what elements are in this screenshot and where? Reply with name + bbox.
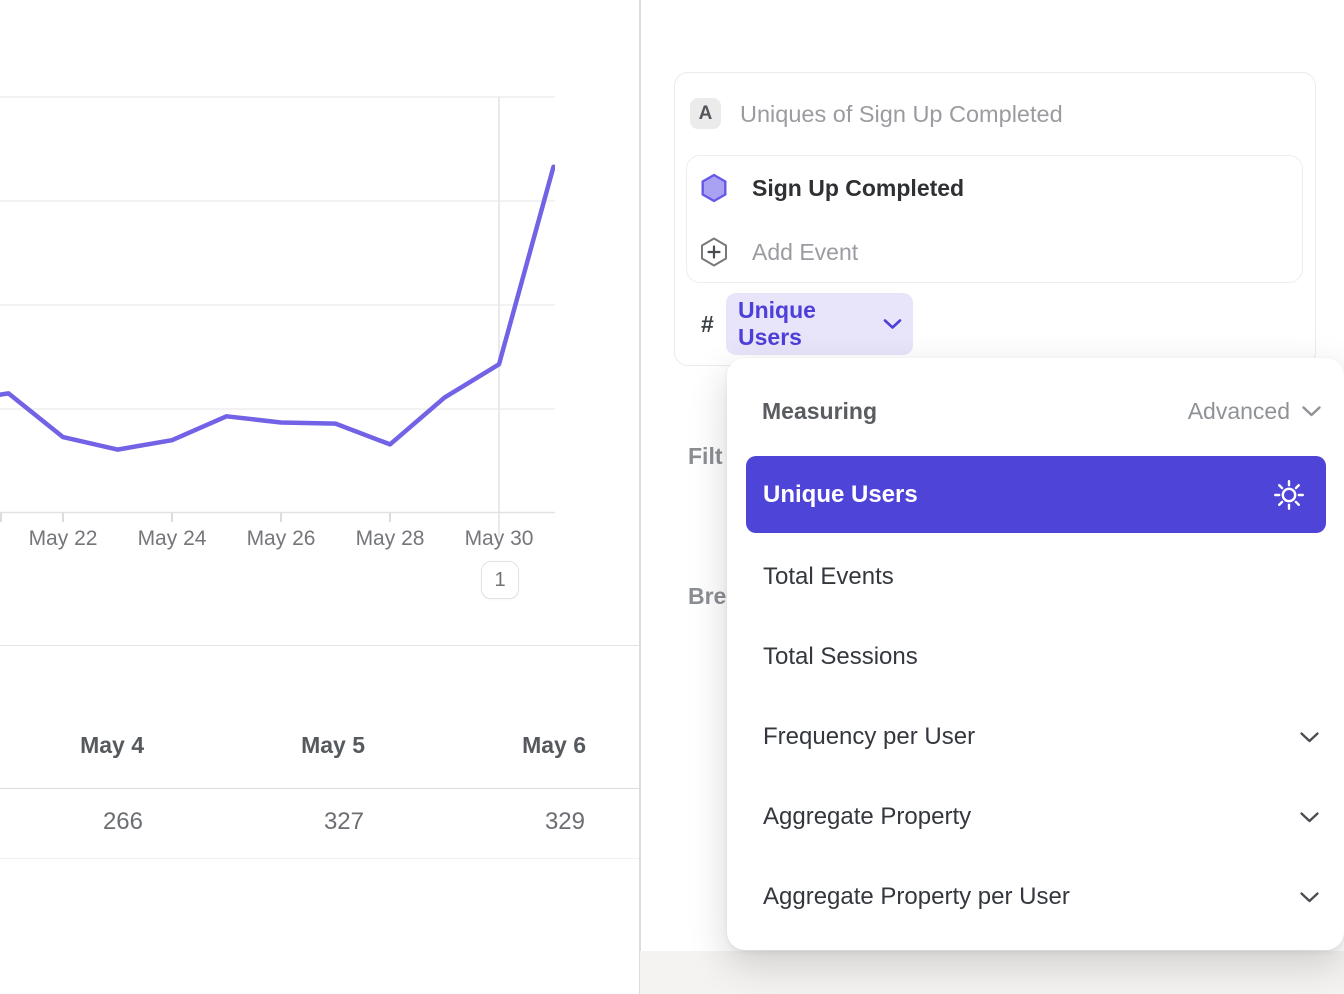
table-column-header[interactable]: May 6 bbox=[522, 732, 586, 758]
x-tick-label: May 28 bbox=[355, 527, 425, 550]
add-event-button[interactable]: Add Event bbox=[699, 236, 1289, 268]
menu-item-label: Aggregate Property bbox=[763, 803, 972, 830]
menu-item-frequency-per-user[interactable]: Frequency per User bbox=[727, 697, 1344, 777]
event-card bbox=[686, 155, 1303, 283]
measure-prefix: # bbox=[701, 311, 714, 337]
table-cell-value: 266 bbox=[102, 808, 143, 835]
table-column-header[interactable]: May 5 bbox=[301, 732, 365, 758]
line-chart bbox=[0, 96, 555, 537]
add-event-label: Add Event bbox=[752, 238, 859, 265]
add-event-icon bbox=[699, 236, 729, 268]
chart-series-line bbox=[0, 164, 555, 452]
series-letter-badge: A bbox=[690, 98, 721, 129]
gear-icon[interactable] bbox=[1272, 478, 1306, 512]
table-column-header[interactable]: May 4 bbox=[80, 732, 144, 758]
measuring-label: Measuring bbox=[762, 397, 878, 424]
table-cell-value: 327 bbox=[323, 808, 364, 835]
event-hexagon-icon bbox=[699, 173, 729, 203]
chevron-down-icon bbox=[1299, 811, 1320, 824]
panel-divider bbox=[639, 0, 641, 994]
chevron-down-icon bbox=[1301, 405, 1322, 418]
menu-item-label: Unique Users bbox=[763, 480, 918, 508]
menu-item-label: Total Sessions bbox=[763, 643, 918, 670]
measure-chip-label: Unique Users bbox=[738, 297, 816, 350]
menu-item-label: Frequency per User bbox=[763, 723, 976, 750]
query-summary-title: Uniques of Sign Up Completed bbox=[740, 101, 1063, 127]
menu-item-total-events[interactable]: Total Events bbox=[727, 537, 1344, 617]
x-tick-label: May 30 bbox=[464, 527, 534, 550]
event-name-label: Sign Up Completed bbox=[752, 174, 965, 201]
menu-item-aggregate-property-per-user[interactable]: Aggregate Property per User bbox=[727, 857, 1344, 937]
measuring-dropdown-menu: Measuring Advanced Unique Users bbox=[727, 358, 1344, 950]
table-top-divider bbox=[0, 645, 639, 646]
menu-item-total-sessions[interactable]: Total Sessions bbox=[727, 617, 1344, 697]
advanced-label: Advanced bbox=[1187, 397, 1290, 424]
x-tick-label: May 26 bbox=[246, 527, 316, 550]
advanced-selector[interactable]: Advanced bbox=[1188, 398, 1322, 425]
x-tick-label: May 22 bbox=[28, 527, 98, 550]
table-cell-value: 329 bbox=[544, 808, 585, 835]
chevron-down-icon bbox=[1299, 731, 1320, 744]
panel-footer-background bbox=[640, 951, 1344, 994]
menu-item-unique-users[interactable]: Unique Users bbox=[746, 456, 1326, 533]
chevron-down-icon bbox=[1299, 891, 1320, 904]
measure-dropdown-chip[interactable]: Unique Users bbox=[726, 293, 913, 355]
x-axis-ticks bbox=[0, 513, 391, 522]
menu-item-label: Total Events bbox=[763, 563, 894, 590]
event-row[interactable]: Sign Up Completed bbox=[699, 172, 1289, 204]
chevron-down-icon bbox=[883, 318, 902, 330]
annotation-marker[interactable]: 1 bbox=[481, 561, 519, 599]
x-tick-label: May 24 bbox=[137, 527, 207, 550]
measuring-menu-header: Measuring Advanced bbox=[762, 378, 1322, 444]
table-row-divider bbox=[0, 858, 639, 859]
filter-section-label: Filt bbox=[688, 443, 723, 469]
table-header-divider bbox=[0, 788, 639, 789]
menu-item-aggregate-property[interactable]: Aggregate Property bbox=[727, 777, 1344, 857]
breakdown-section-label: Bre bbox=[688, 583, 727, 609]
menu-item-label: Aggregate Property per User bbox=[763, 883, 1070, 910]
